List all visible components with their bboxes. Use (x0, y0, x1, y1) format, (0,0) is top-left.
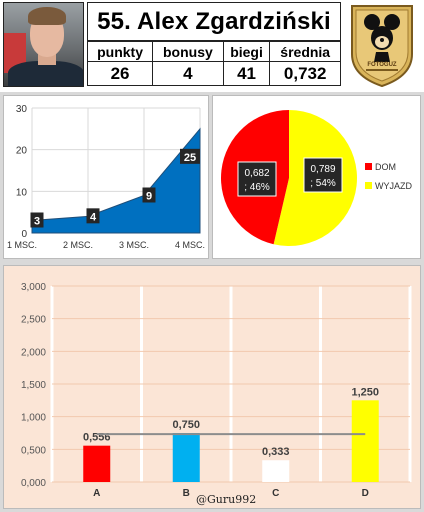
y-tick-label: 30 (16, 104, 28, 115)
stat-label-heats: biegi (222, 41, 271, 62)
data-label: 4 (90, 211, 97, 223)
y-tick-label: 3,000 (21, 282, 46, 293)
y-tick-label: 0,500 (21, 445, 46, 456)
y-tick-label: 1,000 (21, 413, 46, 424)
x-tick-label: 2 MSC. (63, 240, 93, 250)
x-tick-label: 1 MSC. (7, 240, 37, 250)
x-tick-label: 3 MSC. (119, 240, 149, 250)
y-tick-label: 2,500 (21, 315, 46, 326)
placement-area-chart-panel: 0 10 20 30 1 MSC. 2 MSC. 3 MSC. 4 MSC. 3 4 9 25 (3, 95, 209, 259)
stat-label-bonuses: bonusy (152, 41, 224, 62)
middle-charts-row: 0 10 20 30 1 MSC. 2 MSC. 3 MSC. 4 MSC. 3 4 9 25 0,6… (0, 92, 424, 262)
y-tick-label: 1,500 (21, 380, 46, 391)
rider-header: 55. Alex Zgardziński punkty bonusy biegi… (0, 0, 424, 92)
placement-area-chart: 0 10 20 30 1 MSC. 2 MSC. 3 MSC. 4 MSC. 3 4 9 25 (7, 104, 205, 250)
legend-swatch-dom (365, 163, 372, 170)
y-tick-label: 0 (21, 229, 27, 240)
title-box: 55. Alex Zgardziński (87, 2, 341, 41)
gate-bar-chart-panel: 0,000 0,500 1,000 1,500 2,000 2,500 3,000 0,556… (3, 265, 421, 509)
stat-value-bonuses: 4 (152, 61, 224, 86)
gate-bar-chart-section: 0,000 0,500 1,000 1,500 2,000 2,500 3,000 0,556… (0, 262, 424, 512)
logo-text: FOTOGUZ (367, 62, 397, 68)
bar-data-label: 0,333 (262, 446, 290, 458)
x-tick-label: A (93, 488, 100, 499)
bar-data-label: 1,250 (351, 386, 379, 398)
pie-data-label-value: 0,682 (244, 168, 269, 179)
rider-photo (3, 2, 84, 87)
fotoguz-logo: FOTOGUZ (351, 5, 413, 88)
rider-name-title: 55. Alex Zgardziński (97, 7, 331, 35)
data-label: 9 (146, 191, 152, 203)
data-label-box (86, 208, 100, 224)
author-watermark: @Guru992 (196, 493, 257, 506)
y-tick-label: 0,000 (21, 478, 46, 489)
data-label: 25 (184, 152, 196, 164)
bar-c (262, 460, 290, 482)
y-tick-label: 2,000 (21, 347, 46, 358)
stat-label-average: średnia (269, 41, 341, 62)
stat-value-points: 26 (86, 61, 154, 86)
bar-b (172, 433, 200, 482)
area-series (31, 127, 201, 234)
data-label-box (142, 187, 156, 203)
y-tick-label: 20 (16, 146, 28, 157)
pie-data-label-percent: ; 46% (244, 182, 270, 193)
stats-table: punkty bonusy biegi średnia 26 4 41 0,73… (86, 41, 341, 86)
x-tick-label: B (183, 488, 190, 499)
home-away-pie-chart: 0,682 ; 46% 0,789 ; 54% DOM WYJAZD (221, 110, 412, 246)
bar-d (351, 400, 379, 482)
stat-value-average: 0,732 (269, 61, 341, 86)
stat-value-heats: 41 (222, 61, 271, 86)
pie-data-label-value: 0,789 (310, 164, 335, 175)
gate-bar-chart: 0,0000,5001,0001,5002,0002,5003,0000,556… (21, 282, 412, 499)
stat-label-points: punkty (86, 41, 154, 62)
legend-label-dom: DOM (375, 162, 396, 172)
data-label-box (30, 212, 44, 228)
legend-label-wyjazd: WYJAZD (375, 181, 412, 191)
y-tick-label: 10 (16, 187, 28, 198)
data-label: 3 (34, 216, 40, 228)
x-tick-label: D (362, 488, 369, 499)
bar-a (83, 445, 111, 482)
bar-data-label: 0,750 (172, 419, 200, 431)
x-tick-label: C (272, 488, 279, 499)
x-tick-label: 4 MSC. (175, 240, 205, 250)
pie-data-label-percent: ; 54% (310, 178, 336, 189)
pie-data-label-box (237, 161, 277, 197)
home-away-pie-panel: 0,682 ; 46% 0,789 ; 54% DOM WYJAZD (212, 95, 421, 259)
data-label-box (180, 148, 200, 164)
legend-swatch-wyjazd (365, 182, 372, 189)
pie-data-label-box (303, 157, 343, 193)
